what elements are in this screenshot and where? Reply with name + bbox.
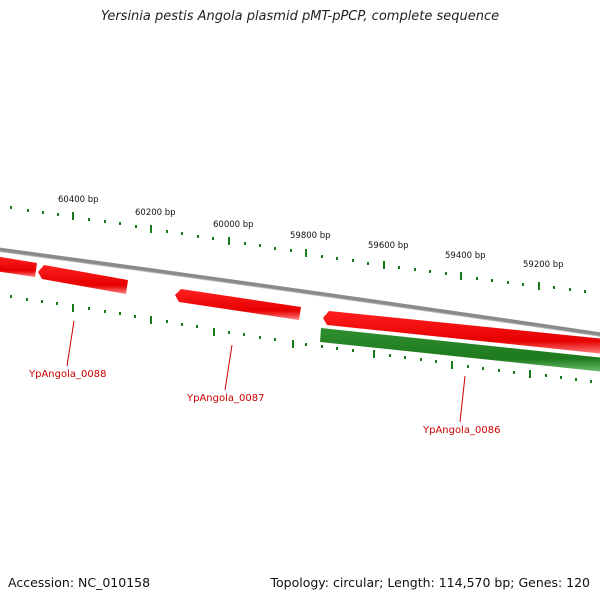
bp-tick-label: 60000 bp — [213, 220, 254, 230]
gene-feature[interactable] — [0, 256, 37, 277]
inner-tick-row — [10, 295, 592, 383]
map-title: Yersinia pestis Angola plasmid pMT-pPCP,… — [100, 9, 500, 24]
sequence-summary: Topology: circular; Length: 114,570 bp; … — [270, 575, 591, 590]
gene-feature[interactable] — [323, 311, 600, 354]
gene-label[interactable]: YpAngola_0088 — [28, 369, 106, 380]
forward-strand-genes — [0, 256, 600, 354]
bp-tick-label: 60400 bp — [58, 195, 99, 205]
accession-label: Accession: NC_010158 — [8, 575, 151, 590]
gene-feature[interactable] — [38, 265, 128, 294]
gene-label[interactable]: YpAngola_0087 — [186, 393, 264, 404]
bp-tick-label: 59400 bp — [445, 251, 486, 261]
gene-feature[interactable] — [175, 289, 301, 320]
bp-tick-label: 59600 bp — [368, 241, 409, 251]
bp-tick-label: 59800 bp — [290, 231, 331, 241]
gene-label[interactable]: YpAngola_0086 — [422, 425, 500, 436]
gene-feature[interactable] — [320, 328, 600, 372]
gene-label-leaders — [66, 320, 466, 423]
bp-tick-label: 60200 bp — [135, 208, 176, 218]
bp-tick-label: 59200 bp — [523, 260, 564, 270]
plasmid-backbone — [0, 247, 600, 337]
outer-tick-row — [10, 206, 586, 293]
